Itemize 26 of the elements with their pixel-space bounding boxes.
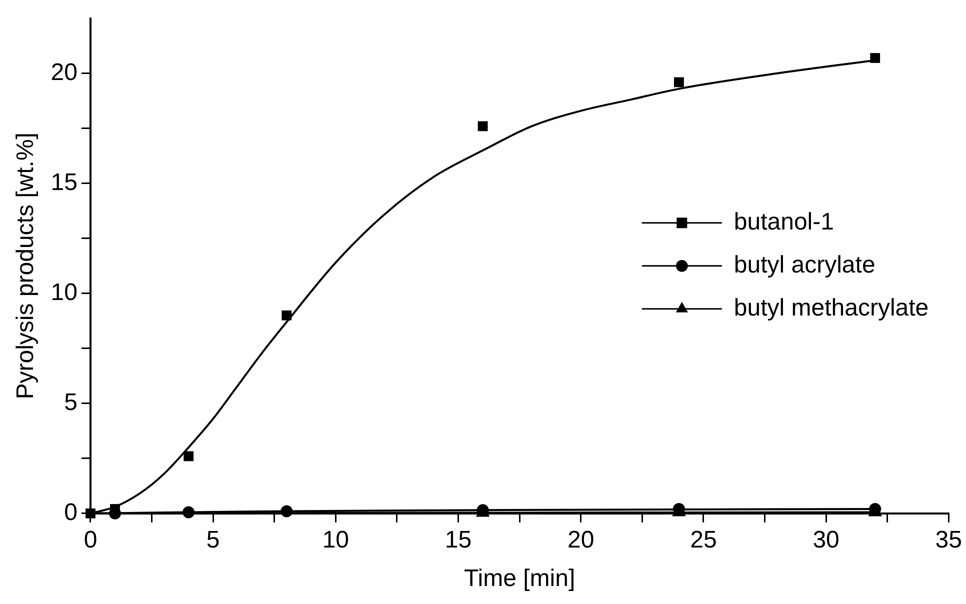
y-tick-label: 15 <box>50 169 78 196</box>
y-tick-label: 0 <box>64 499 78 526</box>
y-tick-label: 10 <box>50 279 78 306</box>
x-tick-label: 5 <box>206 526 220 554</box>
x-tick-label: 35 <box>935 526 962 554</box>
point <box>182 506 195 518</box>
x-tick-label: 10 <box>322 526 350 554</box>
legend-label: butyl acrylate <box>734 252 876 279</box>
y-tick-label: 20 <box>50 59 78 86</box>
x-tick-label: 15 <box>444 526 472 554</box>
legend-label: butyl methacrylate <box>734 294 929 322</box>
point <box>280 505 293 518</box>
point <box>870 53 880 63</box>
x-tick-label: 0 <box>84 526 98 554</box>
point <box>282 310 292 320</box>
point <box>86 508 96 518</box>
y-axis-title: Pyrolysis products [wt.%] <box>12 132 40 400</box>
x-tick-label: 25 <box>690 526 717 554</box>
x-tick-label: 30 <box>812 526 840 554</box>
point <box>478 121 488 132</box>
y-tick-label: 5 <box>64 389 78 416</box>
point <box>184 451 194 462</box>
legend-label: butanol-1 <box>734 208 834 236</box>
x-axis-title: Time [min] <box>464 565 576 592</box>
point <box>674 77 684 88</box>
x-tick-label: 20 <box>568 526 594 554</box>
